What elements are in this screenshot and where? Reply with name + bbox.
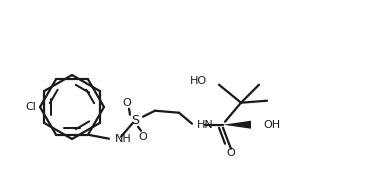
- Polygon shape: [223, 121, 251, 129]
- Text: O: O: [123, 98, 131, 108]
- Text: O: O: [227, 148, 235, 158]
- Text: HO: HO: [190, 76, 207, 86]
- Text: S: S: [131, 114, 139, 127]
- Text: OH: OH: [263, 120, 280, 130]
- Text: Cl: Cl: [25, 102, 36, 112]
- Text: HN: HN: [197, 120, 214, 130]
- Text: NH: NH: [115, 134, 132, 144]
- Text: O: O: [139, 132, 147, 142]
